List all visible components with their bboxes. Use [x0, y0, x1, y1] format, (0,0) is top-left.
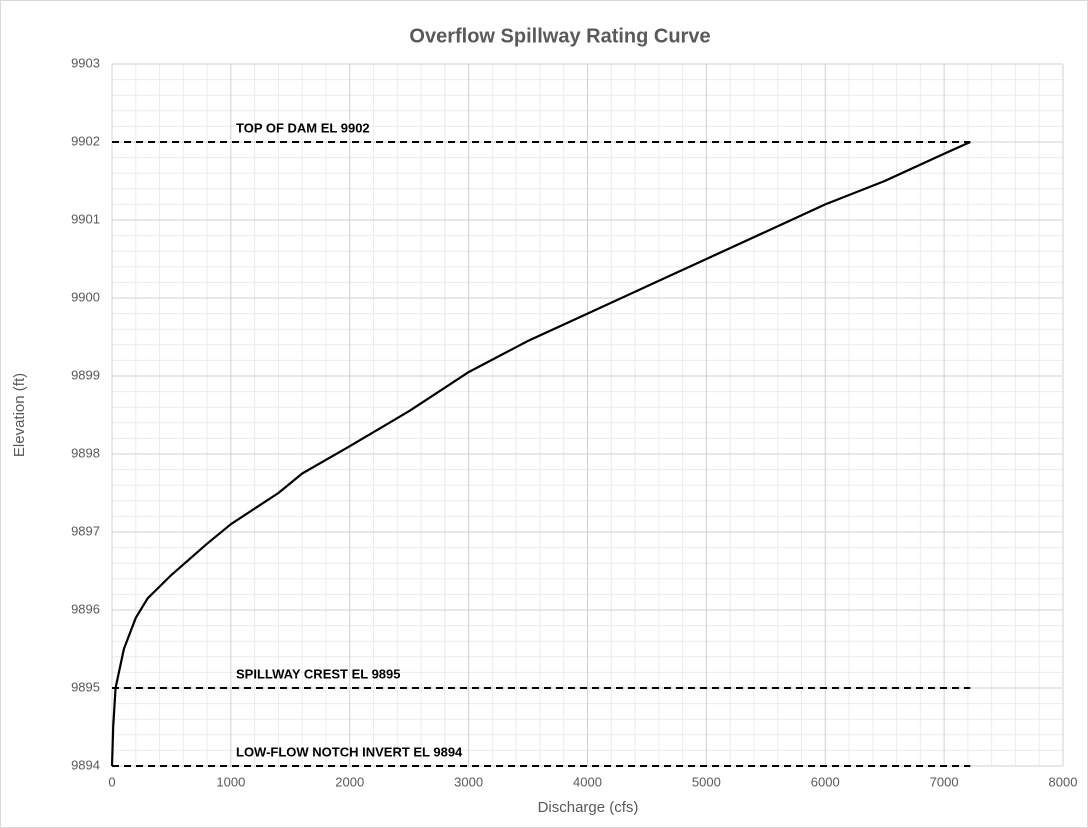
x-tick-label: 8000 — [1049, 774, 1078, 789]
y-tick-label: 9903 — [71, 55, 100, 70]
x-tick-label: 3000 — [454, 774, 483, 789]
x-tick-label: 4000 — [573, 774, 602, 789]
y-tick-label: 9894 — [71, 757, 100, 772]
y-tick-label: 9899 — [71, 367, 100, 382]
y-tick-label: 9898 — [71, 445, 100, 460]
chart-title: Overflow Spillway Rating Curve — [409, 25, 710, 47]
y-axis-title: Elevation (ft) — [11, 373, 28, 457]
y-tick-label: 9896 — [71, 601, 100, 616]
y-tick-label: 9901 — [71, 211, 100, 226]
x-tick-label: 6000 — [811, 774, 840, 789]
x-tick-label: 5000 — [692, 774, 721, 789]
y-tick-label: 9897 — [71, 523, 100, 538]
x-tick-label: 1000 — [216, 774, 245, 789]
x-tick-label: 0 — [108, 774, 115, 789]
reference-label: TOP OF DAM EL 9902 — [236, 120, 370, 135]
y-tick-label: 9902 — [71, 133, 100, 148]
x-axis-title: Discharge (cfs) — [538, 799, 639, 816]
reference-label: SPILLWAY CREST EL 9895 — [236, 666, 401, 681]
y-tick-label: 9900 — [71, 289, 100, 304]
y-tick-label: 9895 — [71, 679, 100, 694]
x-tick-label: 2000 — [335, 774, 364, 789]
x-tick-label: 7000 — [930, 774, 959, 789]
reference-label: LOW-FLOW NOTCH INVERT EL 9894 — [236, 744, 463, 759]
rating-curve — [110, 140, 971, 767]
